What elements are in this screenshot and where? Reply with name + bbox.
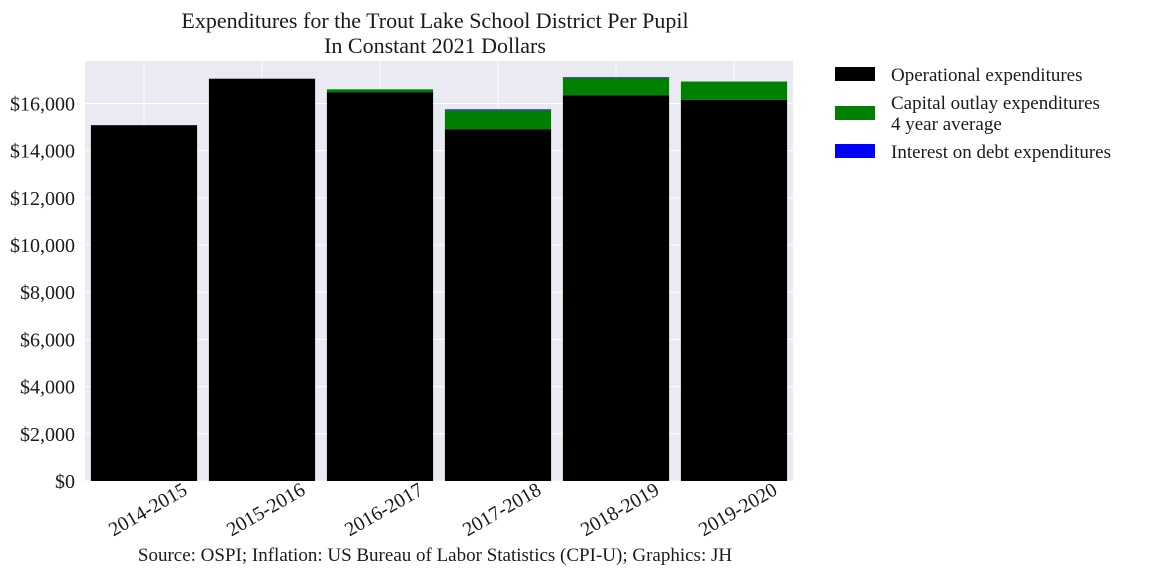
legend-label: Interest on debt expenditures [891,142,1111,163]
bar-segment [326,89,434,93]
source-note: Source: OSPI; Inflation: US Bureau of La… [138,545,732,566]
legend-swatch [835,144,875,158]
x-tick-label: 2018-2019 [577,479,663,541]
legend-label: Capital outlay expenditures [891,93,1100,114]
legend-swatch [835,106,875,120]
y-tick-label: $14,000 [10,141,75,163]
x-tick-label: 2016-2017 [341,479,427,541]
y-tick-label: $6,000 [20,329,75,351]
y-tick-label: $16,000 [10,93,75,115]
plot-area [85,61,793,481]
bar-segment [444,129,552,481]
y-tick-label: $10,000 [10,235,75,257]
bars [90,77,788,482]
bar-segment [680,81,788,100]
legend-label: 4 year average [891,114,1002,135]
y-tick-label: $8,000 [20,282,75,304]
x-axis-ticks: 2014-2015 2015-2016 2016-2017 2017-2018 2018… [105,479,781,541]
legend-swatch [835,67,875,81]
bar-segment [326,92,434,482]
bar-segment [444,109,552,111]
bar-segment [562,77,670,78]
y-tick-label: $12,000 [10,188,75,210]
bar-segment [90,125,198,481]
x-tick-label: 2019-2020 [695,479,781,541]
y-tick-label: $0 [55,471,75,493]
y-tick-label: $4,000 [20,377,75,399]
bar-segment [444,110,552,130]
bar-segment [208,78,316,482]
legend-label: Operational expenditures [891,65,1083,86]
y-tick-label: $2,000 [20,424,75,446]
chart-title: Expenditures for the Trout Lake School D… [181,8,688,33]
bar-segment [562,77,670,96]
x-tick-label: 2017-2018 [459,479,545,541]
legend: Operational expenditures Capital outlay e… [835,65,1111,163]
x-tick-label: 2014-2015 [105,479,191,541]
bar-segment [680,99,788,481]
bar-segment [562,95,670,481]
x-tick-label: 2015-2016 [223,479,309,541]
chart-subtitle: In Constant 2021 Dollars [324,33,546,58]
y-axis-ticks: $0 $2,000 $4,000 $6,000 $8,000 $10,000 $12,000… [10,93,75,493]
